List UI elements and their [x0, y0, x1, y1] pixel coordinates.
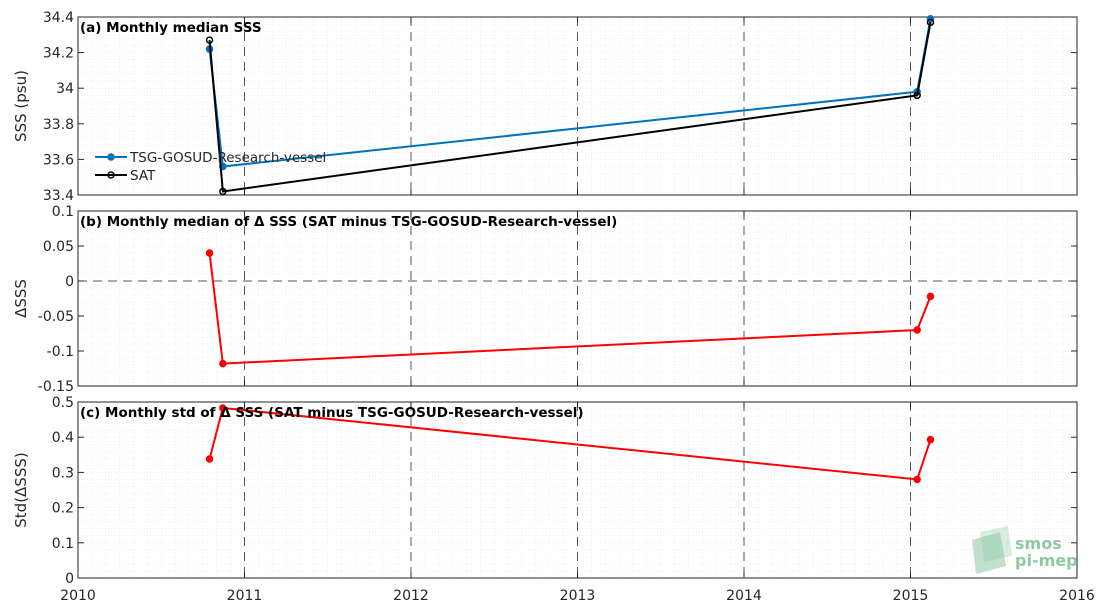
series-line: [208, 252, 932, 365]
logo-mark: [980, 526, 1012, 562]
legend-label: SAT: [130, 168, 156, 184]
y-axis-label: ΔSSS: [12, 279, 30, 318]
panel-c: 0 0.1 0.2 0.3 0.4 0.5 2010 2011 2012 2013 2014 2015…: [12, 395, 1095, 604]
data-point: [219, 187, 227, 196]
y-tick-label: 33.6: [43, 152, 74, 168]
data-point: [913, 326, 921, 334]
data-point: [219, 404, 227, 412]
y-tick-label: -0.15: [38, 379, 74, 395]
y-tick-label: 34.4: [43, 10, 74, 26]
panel-b: -0.15 -0.1 -0.05 0 0.05 0.1 ΔSSS (b) Monthly me…: [12, 204, 1078, 395]
data-point: [205, 455, 214, 463]
y-tick-label: 33.4: [43, 188, 74, 204]
y-tick-label: 34: [56, 81, 74, 97]
logo-line-1: smos: [1015, 534, 1062, 553]
data-point: [913, 475, 921, 484]
x-tick-label: 2013: [560, 588, 596, 604]
smos-pi-mep-logo: smos pi-mep: [972, 526, 1078, 574]
y-tick-label: -0.1: [47, 344, 74, 360]
y-tick-label: 34.2: [43, 46, 74, 62]
y-tick-label: 0: [65, 571, 74, 587]
data-point: [913, 91, 921, 100]
panel-a: 33.4 33.6 33.8 34 34.2 34.4 SSS (psu) (a) Month…: [12, 10, 1078, 204]
axes-box: [77, 210, 1078, 387]
panel-title: (c) Monthly std of Δ SSS (SAT minus TSG-…: [80, 405, 584, 421]
y-tick-label: -0.05: [38, 309, 74, 325]
panel-title: (b) Monthly median of Δ SSS (SAT minus T…: [80, 214, 617, 230]
x-tick-label: 2012: [393, 588, 429, 604]
y-tick-label: 0.1: [52, 536, 74, 552]
data-point: [926, 292, 935, 301]
y-tick-label: 0.05: [43, 239, 74, 255]
series-line: [208, 406, 932, 481]
y-tick-label: 0.5: [52, 395, 74, 411]
data-point: [205, 249, 214, 257]
y-axis-label: Std(ΔSSS): [12, 452, 30, 527]
y-tick-label: 0.4: [52, 430, 74, 446]
data-point: [219, 359, 227, 368]
data-point: [926, 18, 935, 27]
data-point: [205, 36, 214, 44]
series-line: [208, 22, 932, 193]
y-tick-label: 0.1: [52, 204, 74, 220]
logo-mark: [972, 532, 1006, 574]
data-point: [926, 435, 935, 444]
axes-box: [77, 401, 1078, 579]
logo-line-2: pi-mep: [1015, 551, 1078, 570]
x-tick-label: 2014: [726, 588, 762, 604]
y-tick-label: 33.8: [43, 117, 74, 133]
panel-title: (a) Monthly median SSS: [80, 20, 262, 36]
x-tick-label: 2016: [1059, 588, 1095, 604]
x-tick-label: 2010: [60, 588, 96, 604]
legend-label: TSG-GOSUD-Research-vessel: [129, 150, 326, 166]
y-axis-label: SSS (psu): [12, 70, 30, 142]
x-tick-label: 2011: [227, 588, 263, 604]
x-tick-label: 2015: [893, 588, 929, 604]
legend-marker: [107, 153, 115, 161]
y-tick-label: 0.2: [52, 501, 74, 517]
legend-marker: [107, 171, 115, 179]
y-tick-label: 0: [65, 274, 74, 290]
y-tick-label: 0.3: [52, 465, 74, 481]
